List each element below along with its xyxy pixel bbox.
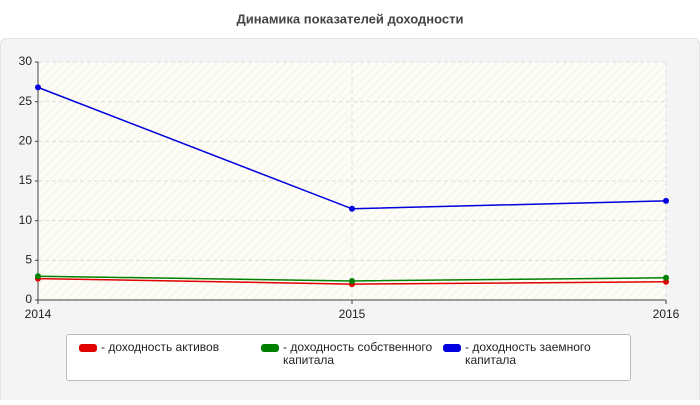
- legend-swatch: [261, 344, 279, 352]
- y-tick-label: 25: [19, 94, 33, 108]
- y-tick-label: 5: [25, 253, 32, 267]
- point: [35, 84, 41, 91]
- y-tick-label: 0: [25, 292, 32, 306]
- point: [663, 197, 669, 204]
- x-tick-label: 2015: [339, 307, 366, 321]
- x-tick-label: 2014: [25, 307, 52, 321]
- legend-item: - доходность собственного капитала: [261, 341, 443, 380]
- legend: - доходность активов - доходность собстве…: [66, 334, 631, 381]
- legend-item: - доходность активов: [79, 341, 261, 380]
- point: [35, 273, 41, 280]
- y-tick-label: 15: [19, 173, 33, 187]
- legend-label: - доходность активов: [101, 340, 220, 354]
- point: [663, 274, 669, 281]
- legend-item: - доходность заемного капитала: [443, 341, 625, 380]
- y-tick-label: 20: [19, 134, 33, 148]
- point: [349, 205, 355, 212]
- y-tick-label: 10: [19, 213, 33, 227]
- legend-label: - доходность заемного капитала: [465, 340, 591, 367]
- legend-label: - доходность собственного капитала: [283, 340, 433, 367]
- x-tick-label: 2016: [653, 307, 680, 321]
- legend-swatch: [79, 344, 97, 352]
- point: [349, 277, 355, 284]
- chart-title: Динамика показателей доходности: [236, 11, 463, 26]
- legend-swatch: [443, 344, 461, 352]
- y-tick-label: 30: [19, 54, 33, 68]
